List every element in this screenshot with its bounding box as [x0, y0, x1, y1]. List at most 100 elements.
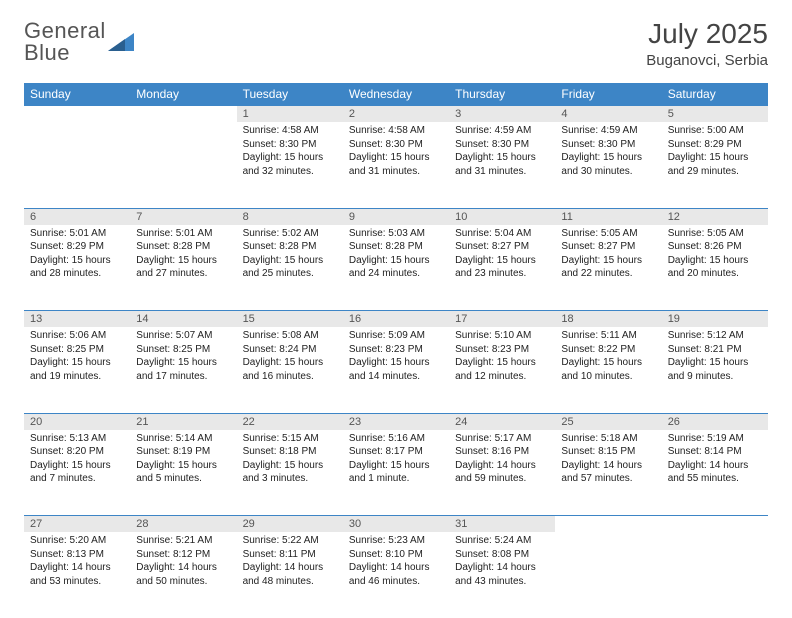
daylight-text: Daylight: 15 hours [561, 151, 655, 165]
day-cell: Sunrise: 5:05 AMSunset: 8:27 PMDaylight:… [555, 225, 661, 311]
weekday-header: Monday [130, 83, 236, 106]
sunrise-text: Sunrise: 5:05 AM [561, 227, 655, 241]
day-cell: Sunrise: 5:20 AMSunset: 8:13 PMDaylight:… [24, 532, 130, 618]
daylight-text: Daylight: 15 hours [243, 254, 337, 268]
sunset-text: Sunset: 8:24 PM [243, 343, 337, 357]
day-cell: Sunrise: 4:58 AMSunset: 8:30 PMDaylight:… [343, 122, 449, 208]
sunset-text: Sunset: 8:27 PM [455, 240, 549, 254]
sunrise-text: Sunrise: 5:03 AM [349, 227, 443, 241]
daylight-text: and 30 minutes. [561, 165, 655, 179]
day-number: 31 [449, 516, 555, 533]
daylight-text: and 48 minutes. [243, 575, 337, 589]
daylight-text: Daylight: 14 hours [668, 459, 762, 473]
day-number: 10 [449, 208, 555, 225]
sunrise-text: Sunrise: 5:07 AM [136, 329, 230, 343]
day-number [130, 106, 236, 123]
calendar-body: 12345Sunrise: 4:58 AMSunset: 8:30 PMDayl… [24, 106, 768, 618]
sunset-text: Sunset: 8:12 PM [136, 548, 230, 562]
day-cell: Sunrise: 5:18 AMSunset: 8:15 PMDaylight:… [555, 430, 661, 516]
day-cell: Sunrise: 5:10 AMSunset: 8:23 PMDaylight:… [449, 327, 555, 413]
day-cell: Sunrise: 5:00 AMSunset: 8:29 PMDaylight:… [662, 122, 768, 208]
daylight-text: and 10 minutes. [561, 370, 655, 384]
sunset-text: Sunset: 8:28 PM [349, 240, 443, 254]
sunset-text: Sunset: 8:29 PM [668, 138, 762, 152]
daylight-text: Daylight: 15 hours [349, 356, 443, 370]
day-cell [662, 532, 768, 618]
day-number: 25 [555, 413, 661, 430]
day-number: 6 [24, 208, 130, 225]
daylight-text: and 12 minutes. [455, 370, 549, 384]
sunset-text: Sunset: 8:15 PM [561, 445, 655, 459]
sunset-text: Sunset: 8:21 PM [668, 343, 762, 357]
daylight-text: Daylight: 15 hours [349, 254, 443, 268]
day-number: 21 [130, 413, 236, 430]
day-cell: Sunrise: 5:07 AMSunset: 8:25 PMDaylight:… [130, 327, 236, 413]
daylight-text: Daylight: 15 hours [136, 356, 230, 370]
day-cell: Sunrise: 5:03 AMSunset: 8:28 PMDaylight:… [343, 225, 449, 311]
daylight-text: Daylight: 14 hours [136, 561, 230, 575]
weekday-header-row: Sunday Monday Tuesday Wednesday Thursday… [24, 83, 768, 106]
day-cell: Sunrise: 5:01 AMSunset: 8:29 PMDaylight:… [24, 225, 130, 311]
sunrise-text: Sunrise: 5:02 AM [243, 227, 337, 241]
day-number: 7 [130, 208, 236, 225]
daynum-row: 6789101112 [24, 208, 768, 225]
sunrise-text: Sunrise: 5:14 AM [136, 432, 230, 446]
daylight-text: and 9 minutes. [668, 370, 762, 384]
month-title: July 2025 [646, 18, 768, 50]
sunset-text: Sunset: 8:29 PM [30, 240, 124, 254]
sunrise-text: Sunrise: 5:01 AM [30, 227, 124, 241]
day-number: 29 [237, 516, 343, 533]
daylight-text: and 5 minutes. [136, 472, 230, 486]
sunset-text: Sunset: 8:19 PM [136, 445, 230, 459]
daylight-text: Daylight: 14 hours [349, 561, 443, 575]
daylight-text: and 25 minutes. [243, 267, 337, 281]
day-cell [555, 532, 661, 618]
day-cell: Sunrise: 5:23 AMSunset: 8:10 PMDaylight:… [343, 532, 449, 618]
sunset-text: Sunset: 8:22 PM [561, 343, 655, 357]
daylight-text: Daylight: 14 hours [30, 561, 124, 575]
day-number: 2 [343, 106, 449, 123]
daylight-text: and 24 minutes. [349, 267, 443, 281]
day-cell [130, 122, 236, 208]
sunset-text: Sunset: 8:17 PM [349, 445, 443, 459]
sunrise-text: Sunrise: 5:21 AM [136, 534, 230, 548]
logo-triangle-icon [108, 33, 134, 51]
sunrise-text: Sunrise: 5:20 AM [30, 534, 124, 548]
sunrise-text: Sunrise: 5:12 AM [668, 329, 762, 343]
sunrise-text: Sunrise: 5:05 AM [668, 227, 762, 241]
daynum-row: 2728293031 [24, 516, 768, 533]
daylight-text: Daylight: 15 hours [30, 254, 124, 268]
day-number: 8 [237, 208, 343, 225]
weekday-header: Friday [555, 83, 661, 106]
day-number: 12 [662, 208, 768, 225]
day-number: 1 [237, 106, 343, 123]
day-number: 22 [237, 413, 343, 430]
day-cell: Sunrise: 5:04 AMSunset: 8:27 PMDaylight:… [449, 225, 555, 311]
daylight-text: Daylight: 15 hours [455, 356, 549, 370]
daylight-text: and 14 minutes. [349, 370, 443, 384]
page-header: General Blue July 2025 Buganovci, Serbia [24, 18, 768, 69]
sunset-text: Sunset: 8:23 PM [349, 343, 443, 357]
day-number: 13 [24, 311, 130, 328]
daylight-text: Daylight: 15 hours [136, 254, 230, 268]
daylight-text: Daylight: 15 hours [455, 254, 549, 268]
day-cell: Sunrise: 5:06 AMSunset: 8:25 PMDaylight:… [24, 327, 130, 413]
daylight-text: Daylight: 14 hours [455, 459, 549, 473]
sunset-text: Sunset: 8:20 PM [30, 445, 124, 459]
sunset-text: Sunset: 8:11 PM [243, 548, 337, 562]
day-cell: Sunrise: 4:58 AMSunset: 8:30 PMDaylight:… [237, 122, 343, 208]
sunrise-text: Sunrise: 5:15 AM [243, 432, 337, 446]
sunrise-text: Sunrise: 5:06 AM [30, 329, 124, 343]
sunrise-text: Sunrise: 5:08 AM [243, 329, 337, 343]
weekday-header: Sunday [24, 83, 130, 106]
daylight-text: and 1 minute. [349, 472, 443, 486]
daylight-text: Daylight: 15 hours [243, 356, 337, 370]
sunset-text: Sunset: 8:25 PM [136, 343, 230, 357]
day-cell: Sunrise: 5:14 AMSunset: 8:19 PMDaylight:… [130, 430, 236, 516]
daylight-text: Daylight: 15 hours [30, 356, 124, 370]
sunset-text: Sunset: 8:16 PM [455, 445, 549, 459]
day-cell: Sunrise: 5:12 AMSunset: 8:21 PMDaylight:… [662, 327, 768, 413]
day-number: 11 [555, 208, 661, 225]
day-cell: Sunrise: 5:02 AMSunset: 8:28 PMDaylight:… [237, 225, 343, 311]
daylight-text: and 19 minutes. [30, 370, 124, 384]
